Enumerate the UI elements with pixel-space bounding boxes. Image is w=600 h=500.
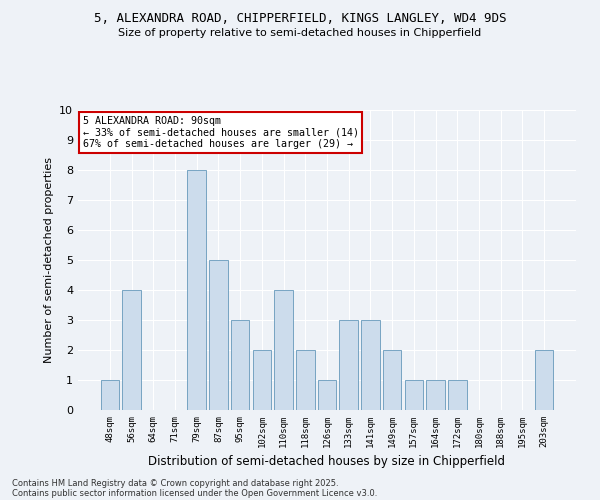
Bar bbox=[361, 320, 380, 410]
Bar bbox=[101, 380, 119, 410]
Text: 5 ALEXANDRA ROAD: 90sqm
← 33% of semi-detached houses are smaller (14)
67% of se: 5 ALEXANDRA ROAD: 90sqm ← 33% of semi-de… bbox=[83, 116, 359, 149]
Text: Contains HM Land Registry data © Crown copyright and database right 2025.: Contains HM Land Registry data © Crown c… bbox=[12, 478, 338, 488]
Bar bbox=[383, 350, 401, 410]
Bar bbox=[535, 350, 553, 410]
Y-axis label: Number of semi-detached properties: Number of semi-detached properties bbox=[44, 157, 53, 363]
Bar bbox=[340, 320, 358, 410]
Bar bbox=[187, 170, 206, 410]
Bar bbox=[404, 380, 423, 410]
Bar bbox=[318, 380, 336, 410]
Bar bbox=[253, 350, 271, 410]
Bar bbox=[427, 380, 445, 410]
Bar bbox=[274, 290, 293, 410]
Text: Size of property relative to semi-detached houses in Chipperfield: Size of property relative to semi-detach… bbox=[118, 28, 482, 38]
Bar bbox=[296, 350, 314, 410]
X-axis label: Distribution of semi-detached houses by size in Chipperfield: Distribution of semi-detached houses by … bbox=[149, 456, 505, 468]
Bar bbox=[448, 380, 467, 410]
Bar bbox=[122, 290, 141, 410]
Text: 5, ALEXANDRA ROAD, CHIPPERFIELD, KINGS LANGLEY, WD4 9DS: 5, ALEXANDRA ROAD, CHIPPERFIELD, KINGS L… bbox=[94, 12, 506, 26]
Bar bbox=[209, 260, 227, 410]
Bar bbox=[231, 320, 250, 410]
Text: Contains public sector information licensed under the Open Government Licence v3: Contains public sector information licen… bbox=[12, 488, 377, 498]
